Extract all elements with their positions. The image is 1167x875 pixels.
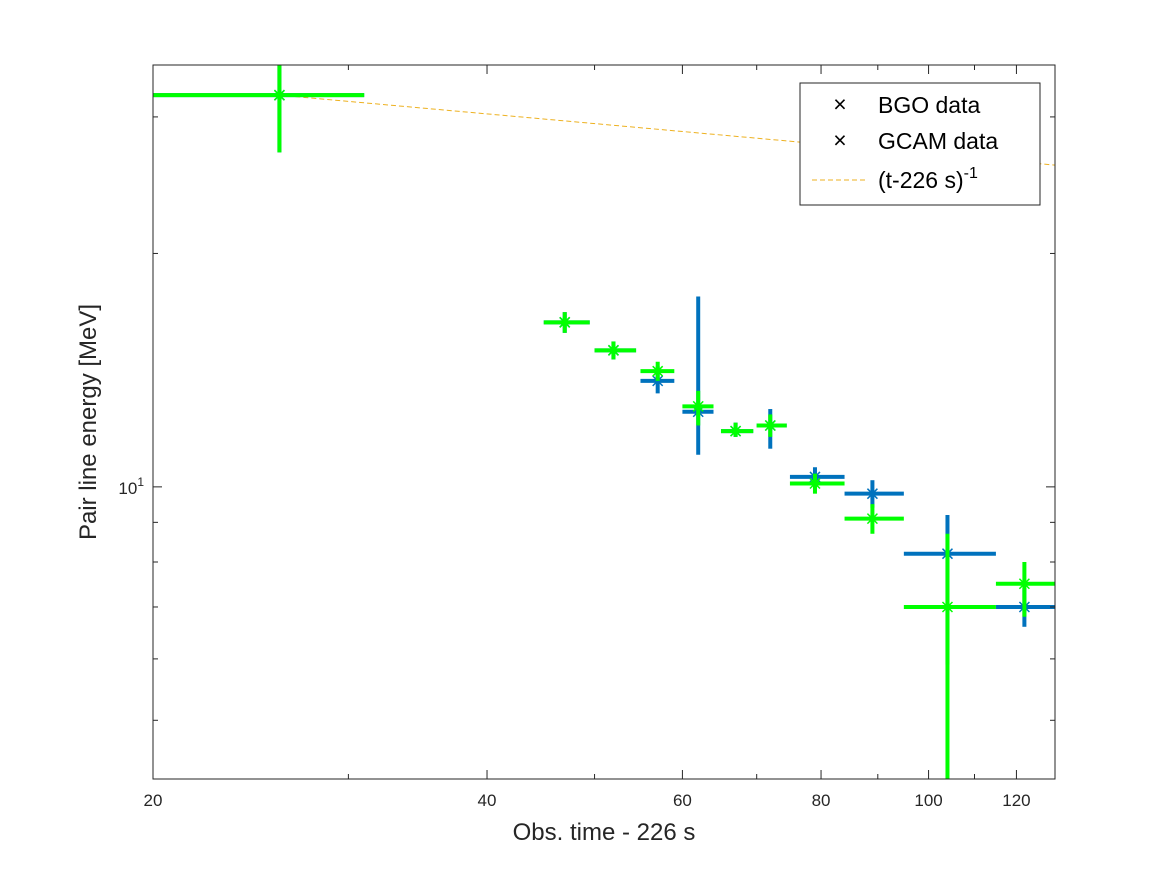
x-tick-label-2: 60	[673, 791, 692, 810]
plot-data-layer	[153, 65, 1055, 779]
legend-box	[799, 82, 1041, 206]
data-point-gcam-6	[764, 419, 776, 432]
axis-ticks-layer: 20 40 60 80 100 120 101	[118, 65, 1056, 810]
legend-entry-fit: (t-226 s)-1	[812, 165, 978, 193]
marker-stroke	[559, 316, 571, 328]
data-point-gcam-0	[273, 89, 285, 101]
legend-label-fit-main: (t-226 s)	[878, 167, 964, 193]
marker-stroke	[607, 344, 619, 356]
axes-frame-layer	[152, 64, 1056, 780]
marker-stroke	[273, 89, 285, 101]
marker-stroke	[866, 488, 878, 500]
data-point-gcam-10	[1018, 578, 1030, 590]
x-tick-label-5: 120	[1002, 791, 1030, 810]
legend-label-fit-sup: -1	[964, 165, 978, 182]
legend: × BGO data × GCAM data (t-226 s)-1	[799, 82, 1041, 206]
data-point-gcam-8	[866, 513, 878, 525]
legend-marker-bgo: ×	[833, 91, 846, 117]
legend-label-fit: (t-226 s)-1	[878, 165, 978, 193]
marker-stroke	[764, 419, 776, 432]
marker-stroke	[941, 601, 953, 613]
marker-stroke	[1018, 578, 1030, 590]
series-gcam	[153, 65, 1055, 779]
x-tick-label-1: 40	[478, 791, 497, 810]
legend-entry-gcam: × GCAM data	[833, 127, 998, 154]
y-tick-label-exponent: 1	[137, 475, 144, 489]
data-point-gcam-2	[607, 344, 619, 356]
axes-box	[152, 64, 1056, 780]
y-tick-label-base: 10	[118, 479, 137, 498]
marker-stroke	[730, 425, 742, 437]
data-point-bgo-8	[866, 488, 878, 500]
legend-entry-bgo: × BGO data	[833, 91, 980, 118]
y-tick-label-0: 101	[118, 475, 144, 498]
data-point-gcam-7	[809, 477, 821, 490]
marker-stroke	[809, 477, 821, 490]
data-point-gcam-9	[941, 601, 953, 613]
data-point-gcam-4	[692, 400, 704, 412]
data-point-gcam-5	[730, 425, 742, 437]
y-axis-label: Pair line energy [MeV]	[75, 304, 102, 540]
legend-marker-gcam: ×	[833, 127, 846, 153]
marker-stroke	[866, 513, 878, 525]
marker-stroke	[692, 400, 704, 412]
x-tick-label-3: 80	[812, 791, 831, 810]
marker-stroke	[652, 365, 664, 377]
legend-label-gcam: GCAM data	[878, 128, 998, 154]
data-point-gcam-1	[559, 316, 571, 328]
x-tick-label-0: 20	[144, 791, 163, 810]
x-axis-label: Obs. time - 226 s	[513, 819, 696, 846]
x-tick-label-4: 100	[914, 791, 942, 810]
data-point-gcam-3	[652, 365, 664, 377]
legend-label-bgo: BGO data	[878, 92, 980, 118]
